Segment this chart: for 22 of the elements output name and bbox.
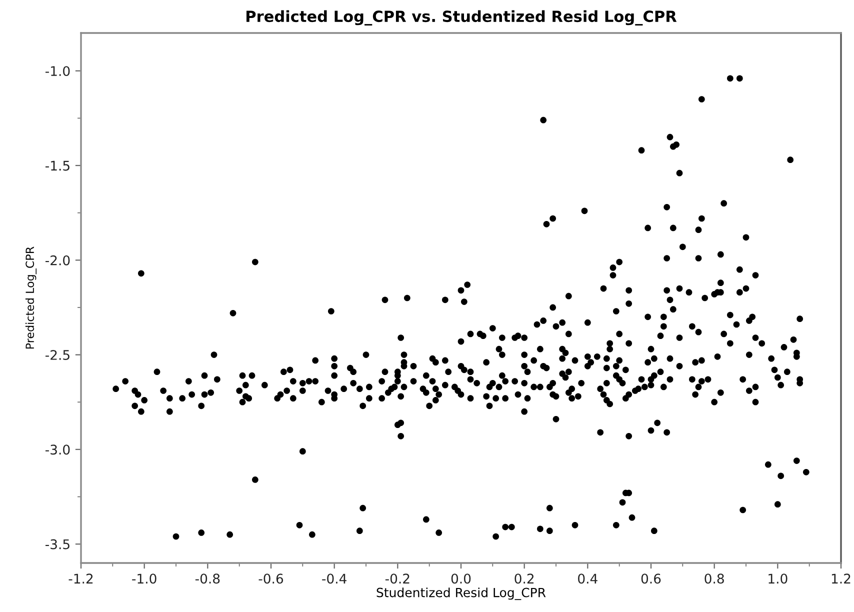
y-tick-label: -1.5 (45, 160, 70, 171)
x-tick-label: 1.2 (832, 574, 850, 584)
x-tick-label: 1.0 (768, 574, 788, 584)
x-tick-label: 0.8 (704, 574, 724, 584)
x-axis-title: Studentized Resid Log_CPR (376, 588, 546, 600)
x-tick-label: 0.4 (578, 574, 598, 584)
x-tick-label: -0.6 (258, 574, 284, 584)
x-tick-label: -0.8 (195, 574, 220, 584)
x-tick-label: -0.4 (322, 574, 346, 584)
x-tick-label: 0.6 (641, 574, 661, 584)
y-tick-label: -1.0 (45, 66, 70, 76)
x-tick-label: -0.2 (385, 574, 410, 584)
y-axis-title: Predicted Log_CPR (25, 246, 37, 349)
chart-title: Predicted Log_CPR vs. Studentized Resid Log_CPR (246, 10, 677, 26)
y-tick-label: -2.0 (45, 255, 70, 266)
x-tick-label: 0.2 (514, 574, 534, 584)
y-tick-label: -2.5 (45, 350, 70, 360)
y-tick-label: -3.0 (45, 444, 70, 455)
x-tick-label: -1.2 (68, 574, 93, 584)
y-tick-label: -3.5 (45, 539, 70, 550)
x-tick-label: -1.0 (132, 574, 156, 584)
x-tick-label: 0.0 (451, 574, 471, 584)
